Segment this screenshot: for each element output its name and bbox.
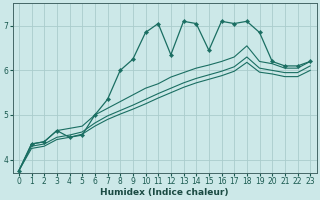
X-axis label: Humidex (Indice chaleur): Humidex (Indice chaleur) bbox=[100, 188, 229, 197]
